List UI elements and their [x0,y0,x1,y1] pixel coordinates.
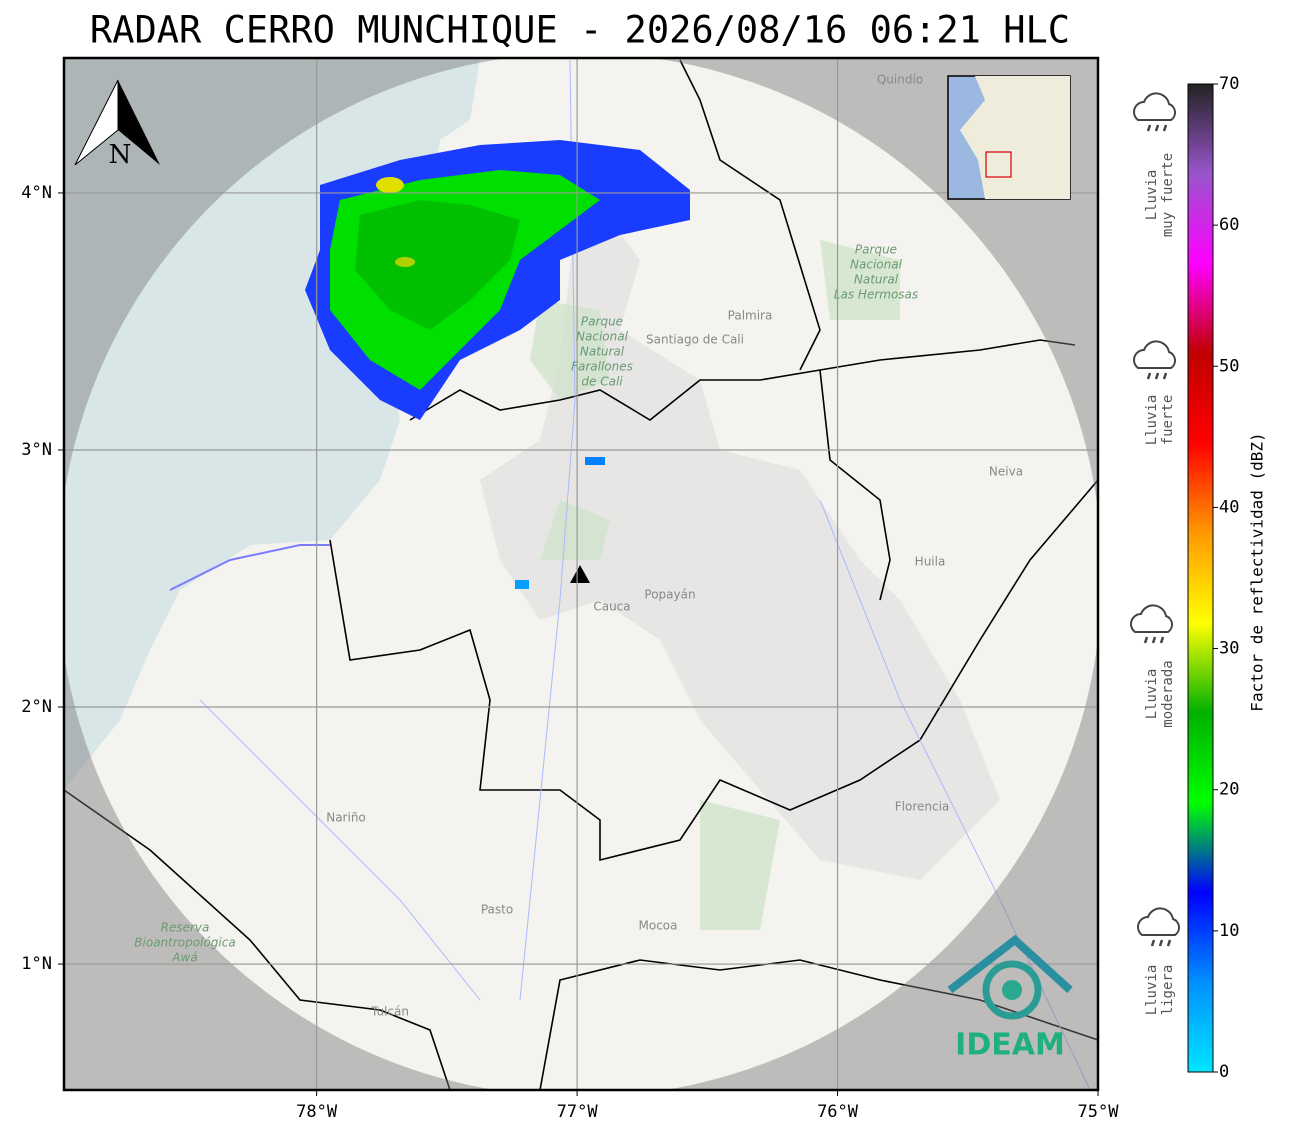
y-tick-label: 1°N [21,954,52,974]
x-tick-label: 77°W [557,1102,599,1122]
rain-icon [1133,340,1176,369]
colorbar-tick-label: 10 [1219,921,1239,941]
rain-drops [1150,939,1172,947]
park-label: Bioantropológica [134,936,235,950]
rain-icon [1137,907,1180,936]
park-label: Natural [580,345,625,359]
place-label: Pasto [481,903,513,917]
rain-icon [1133,92,1176,121]
ideam-logo: IDEAM [947,934,1073,1063]
colorbar-tick-label: 50 [1219,356,1239,376]
rain-label: Lluvia [1144,965,1160,1016]
place-label: Cauca [593,600,630,614]
park-label: Nacional [850,258,903,272]
place-label: Neiva [989,465,1023,479]
coast-rivers [169,544,330,591]
rain-label: Lluvia [1144,669,1160,720]
map-frame [62,56,1100,1092]
place-label: Florencia [895,800,950,814]
logo-text: IDEAM [955,1028,1065,1063]
inset-map [947,75,1071,200]
colorbar-tick-label: 20 [1219,780,1239,800]
north-arrow: N [74,79,160,170]
x-tick-label: 75°W [1078,1102,1120,1122]
park-label: Awá [171,951,197,965]
rain-label: ligera [1160,965,1176,1016]
rain-drops [1146,124,1168,132]
rain-label: fuerte [1160,395,1176,446]
parks [530,240,900,930]
park-label: Parque [855,243,897,257]
rain-label: muy fuerte [1160,153,1176,237]
rain-drops [1143,636,1165,644]
colorbar-tick-label: 30 [1219,639,1239,659]
colorbar-scale [1187,83,1214,1073]
colorbar: 0 10 20 30 40 50 60 70 Factor de reflectividad (… [1187,74,1267,1082]
map: Santiago de Cali Palmira Popayán Cauca Pasto… [64,58,1098,1090]
rivers [199,59,1091,1090]
north-label: N [109,140,132,170]
rain-drops [1146,372,1168,380]
park-label: Las Hermosas [834,288,918,302]
place-label: Popayán [644,588,695,602]
grid [64,58,1098,1090]
place-label: Tulcán [370,1005,409,1019]
colorbar-tick-label: 70 [1219,74,1239,94]
rain-label: moderada [1160,660,1176,727]
terrain-shade [480,180,1000,880]
rain-label: Lluvia [1144,395,1160,446]
radar-echoes [305,140,690,589]
y-tick-label: 3°N [21,440,52,460]
place-label: Huila [915,555,946,569]
park-label: Farallones [571,360,633,374]
park-label: Parque [581,315,623,329]
colorbar-tick-label: 60 [1219,215,1239,235]
x-tick-label: 76°W [817,1102,859,1122]
place-label: Palmira [728,309,773,323]
colorbar-label: Factor de reflectividad (dBZ) [1248,432,1267,711]
park-label: Reserva [161,921,210,935]
park-label: Nacional [576,330,629,344]
park-label: Natural [854,273,899,287]
colorbar-tick-label: 40 [1219,497,1239,517]
radar-site [570,565,590,583]
rain-label: Lluvia [1144,170,1160,221]
place-label: Mocoa [639,919,678,933]
place-label: Santiago de Cali [646,333,744,347]
place-label: Quindío [877,73,923,87]
title: RADAR CERRO MUNCHIQUE - 2026/08/16 06:21… [90,9,1070,52]
park-label: de Cali [581,375,623,389]
colorbar-tick-label: 0 [1219,1062,1229,1082]
y-tick-label: 4°N [21,183,52,203]
rain-icon [1130,604,1173,633]
place-label: Nariño [326,811,366,825]
y-tick-label: 2°N [21,697,52,717]
x-tick-label: 78°W [296,1102,338,1122]
